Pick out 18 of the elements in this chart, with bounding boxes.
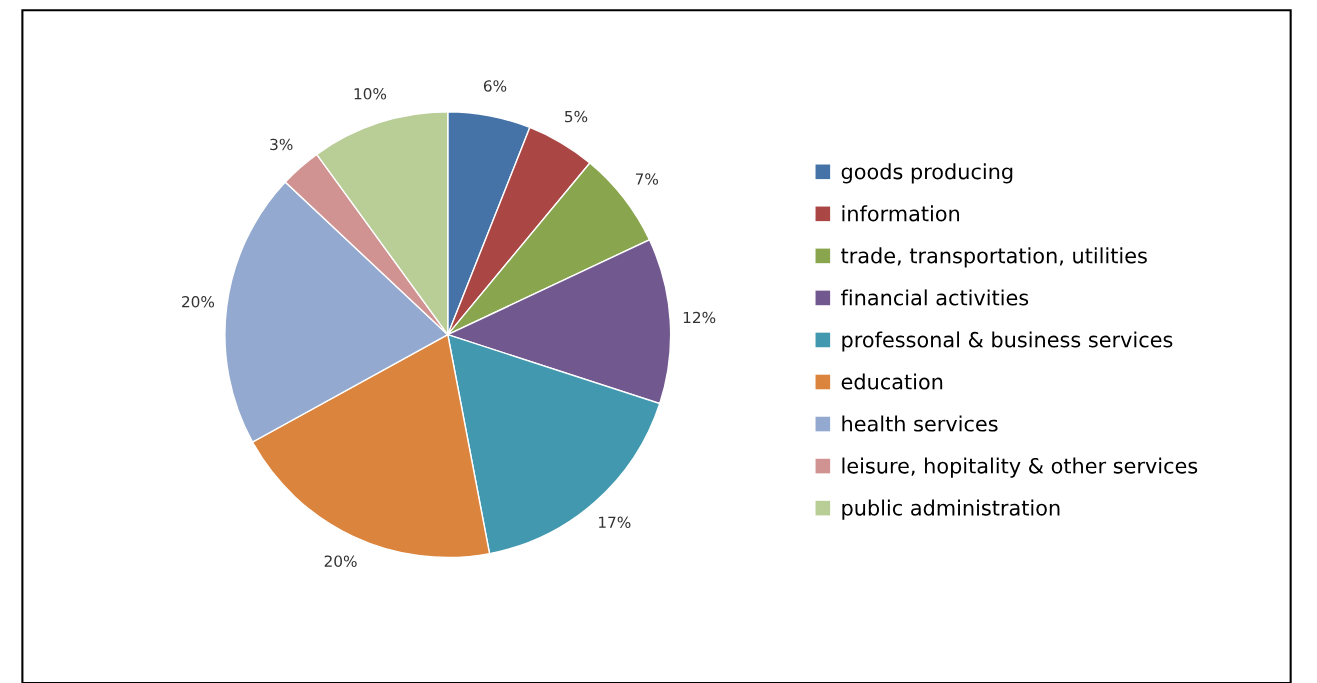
data-label: 20%: [324, 555, 357, 567]
data-label: 6%: [483, 80, 507, 92]
data-label: 7%: [635, 173, 659, 185]
legend-label: health services: [842, 415, 998, 432]
legend-label: leisure, hopitality & other services: [842, 457, 1198, 478]
legend-label: goods producing: [841, 163, 1013, 184]
legend-label: professonal & business services: [842, 331, 1173, 352]
legend-label: education: [841, 373, 943, 390]
legend-label: trade, transportation, utilities: [841, 247, 1147, 268]
data-label: 3%: [270, 138, 293, 151]
data-label: 10%: [354, 88, 387, 100]
data-label: 12%: [683, 311, 716, 324]
data-label: 5%: [565, 110, 588, 123]
data-label: 20%: [182, 295, 215, 308]
legend-label: information: [842, 205, 960, 222]
legend-label: public administration: [842, 499, 1060, 520]
legend-label: financial activities: [841, 289, 1029, 306]
data-label: 17%: [599, 516, 631, 529]
